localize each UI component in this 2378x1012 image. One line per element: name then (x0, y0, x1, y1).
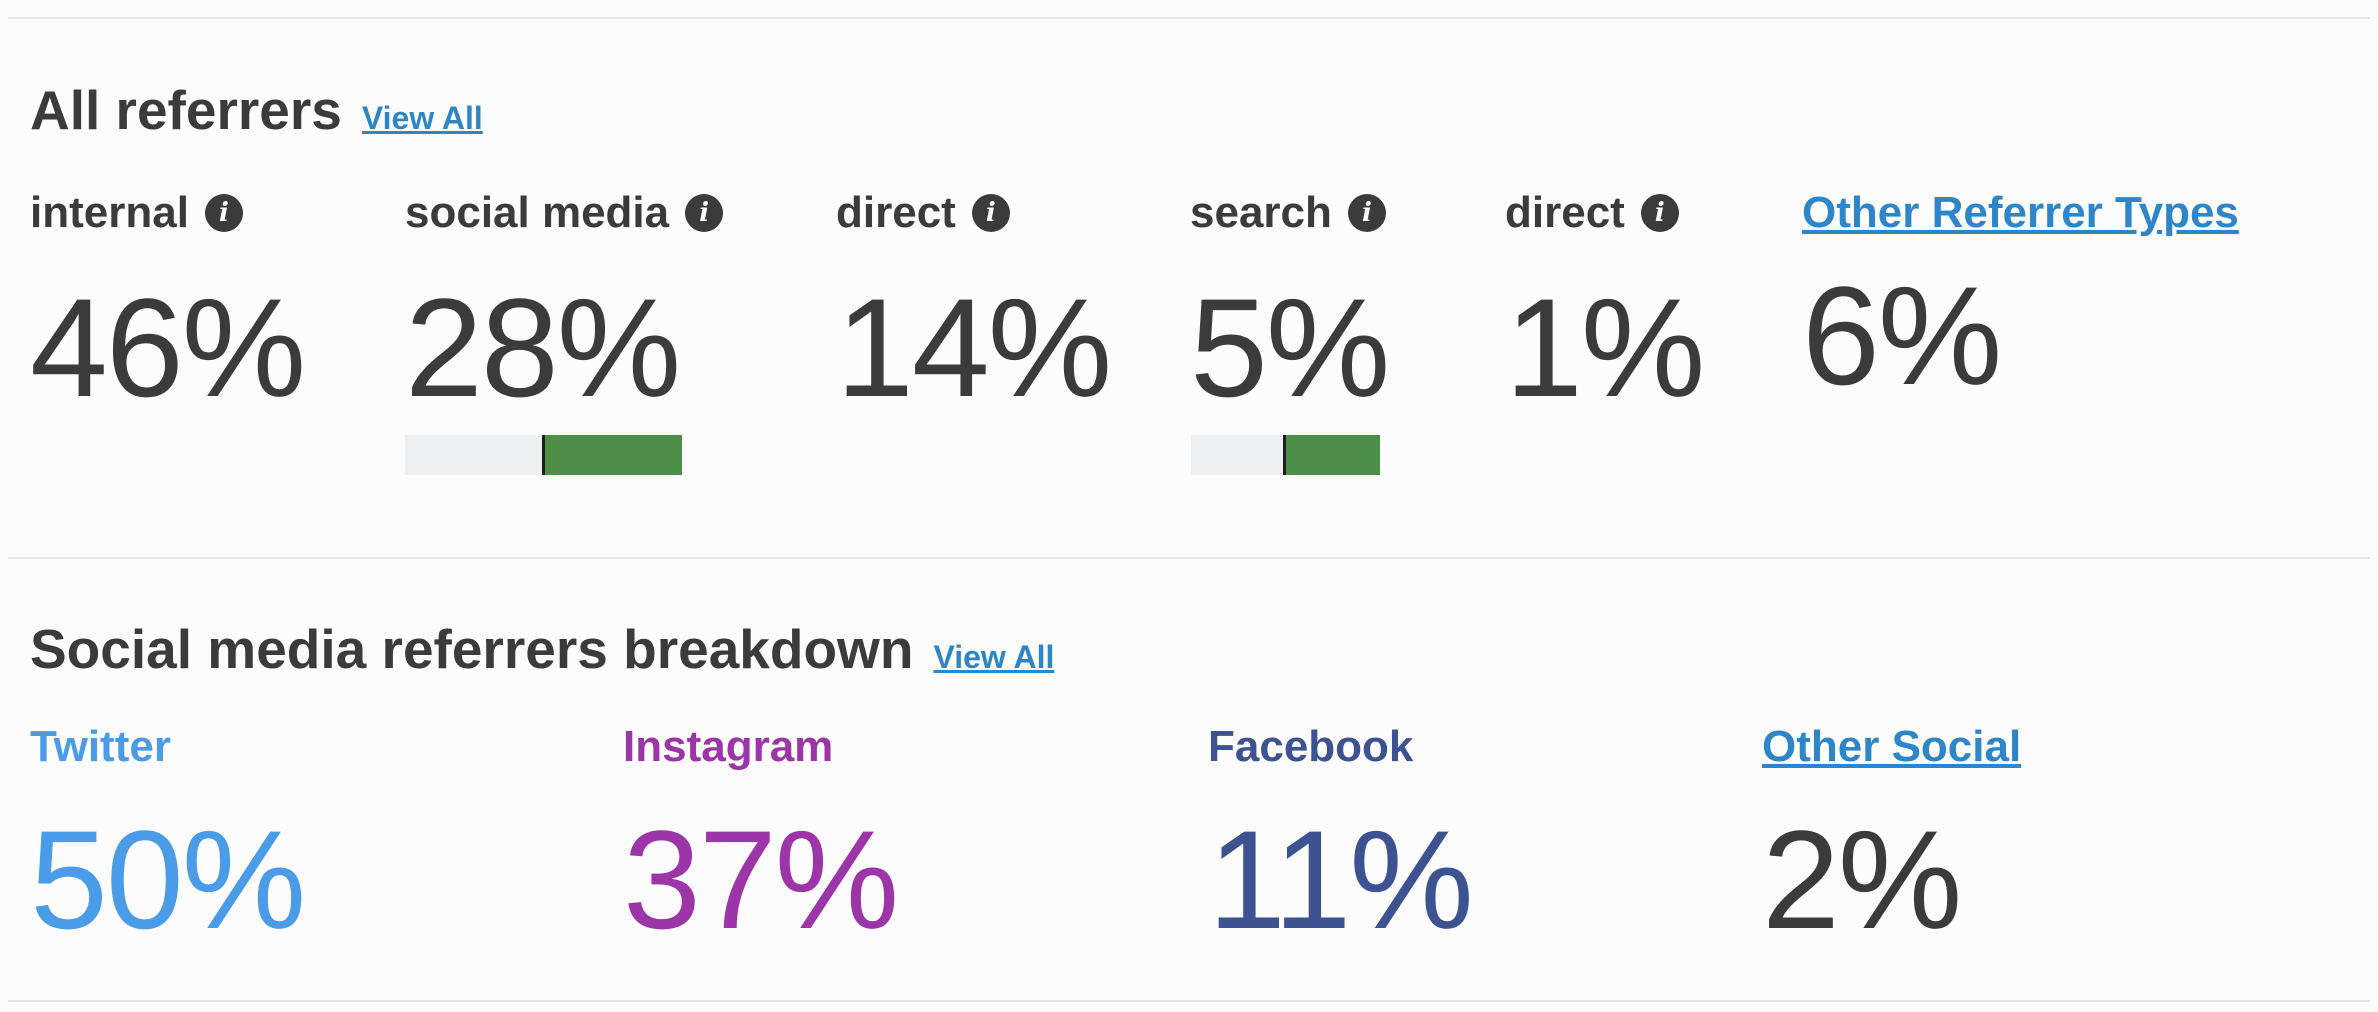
metric-instagram: Instagram 37% (623, 722, 899, 958)
all-referrers-heading: All referrers View All (30, 78, 483, 142)
social-breakdown-view-all-link[interactable]: View All (933, 639, 1055, 675)
bar-baseline-marker (542, 435, 545, 475)
metric-label: Facebook (1208, 722, 1414, 771)
metric-other-referrer-types: Other Referrer Types 6% (1802, 188, 2239, 406)
info-icon[interactable]: i (1347, 194, 1386, 232)
all-referrers-view-all-link[interactable]: View All (361, 100, 483, 136)
bar-baseline-marker (1283, 435, 1286, 475)
info-icon[interactable]: i (1640, 194, 1679, 232)
metric-value: 14% (836, 269, 1112, 426)
metric-label: direct (836, 188, 956, 237)
metric-value: 28% (405, 269, 681, 426)
social-breakdown-heading: Social media referrers breakdown View Al… (30, 617, 1054, 681)
metric-twitter: Twitter 50% (30, 722, 306, 958)
metric-label: direct (1505, 188, 1625, 237)
bottom-divider (8, 1000, 2370, 1002)
info-icon[interactable]: i (971, 194, 1010, 232)
all-referrers-title: All referrers (30, 79, 342, 141)
bar-fill (545, 435, 682, 475)
metric-label: social media (405, 188, 670, 237)
bar-track (405, 435, 542, 475)
metric-direct-2: direct i 1% (1505, 188, 1705, 426)
metric-value: 11% (1208, 801, 1474, 958)
section-divider (8, 557, 2370, 559)
social-media-comparison-bar (405, 435, 682, 475)
metric-label: Twitter (30, 722, 171, 771)
metric-value: 1% (1505, 269, 1705, 426)
bar-track (1191, 435, 1283, 475)
metric-social-media: social media i 28% (405, 188, 724, 426)
metric-direct: direct i 14% (836, 188, 1112, 426)
info-icon[interactable]: i (204, 194, 243, 232)
metric-value: 37% (623, 801, 899, 958)
metric-value: 50% (30, 801, 306, 958)
other-social-link[interactable]: Other Social (1762, 722, 2022, 771)
metric-other-social: Other Social 2% (1762, 722, 2021, 950)
metric-value: 5% (1190, 269, 1390, 426)
top-divider (8, 17, 2370, 19)
metric-search: search i 5% (1190, 188, 1390, 426)
metric-facebook: Facebook 11% (1208, 722, 1474, 958)
metric-label: search (1190, 188, 1332, 237)
other-referrer-types-link[interactable]: Other Referrer Types (1802, 188, 2239, 237)
info-icon[interactable]: i (685, 194, 724, 232)
metric-internal: internal i 46% (30, 188, 306, 426)
metric-label: internal (30, 188, 189, 237)
metric-value: 46% (30, 269, 306, 426)
social-breakdown-title: Social media referrers breakdown (30, 618, 914, 680)
metric-value: 6% (1802, 257, 2002, 414)
metric-label: Instagram (623, 722, 834, 771)
metric-value: 2% (1762, 801, 1962, 958)
bar-fill (1286, 435, 1380, 475)
search-comparison-bar (1191, 435, 1380, 475)
